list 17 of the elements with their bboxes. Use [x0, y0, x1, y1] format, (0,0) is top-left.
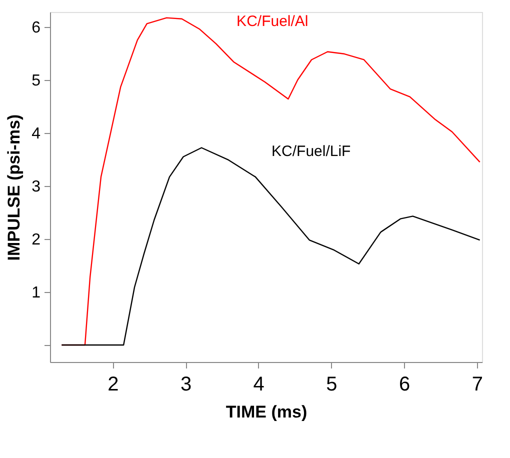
x-tick-label: 7	[472, 374, 483, 396]
x-tick-label: 2	[108, 374, 119, 396]
line-series	[61, 147, 480, 346]
x-tick-label: 4	[253, 374, 264, 396]
x-axis-title: TIME (ms)	[226, 402, 308, 422]
y-tick-label: 4	[32, 125, 41, 142]
y-tick-label: 3	[32, 178, 41, 196]
y-tick-label: 5	[32, 72, 41, 90]
y-tick-label: 6	[32, 19, 41, 36]
y-tick-label: 1	[32, 284, 41, 302]
series-label: KC/Fuel/Al	[236, 12, 308, 30]
x-tick-label: 3	[180, 374, 192, 396]
y-axis-title: IMPULSE (psi-ms)	[4, 114, 24, 261]
x-tick-label: 6	[398, 374, 410, 396]
series-label: KC/Fuel/LiF	[272, 142, 351, 160]
y-tick-label: 2	[32, 231, 41, 248]
x-tick-label: 5	[326, 374, 338, 396]
